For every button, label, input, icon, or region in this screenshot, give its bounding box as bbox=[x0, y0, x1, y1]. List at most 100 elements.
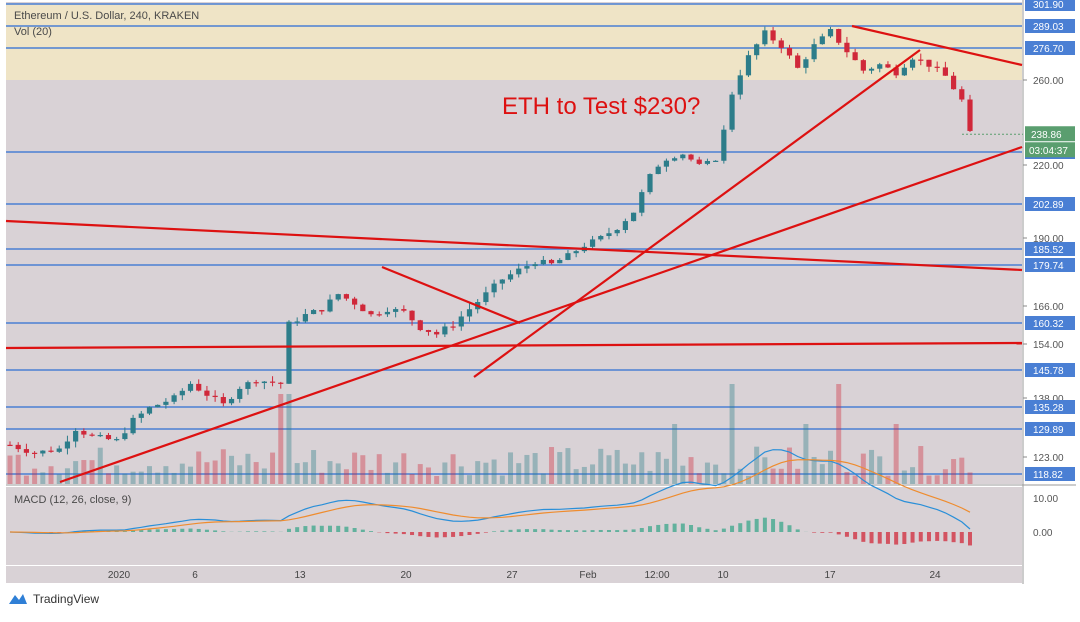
macd-histogram-bar bbox=[426, 532, 430, 537]
macd-histogram-bar bbox=[960, 532, 964, 543]
volume-bar bbox=[139, 472, 144, 484]
macd-histogram-bar bbox=[197, 529, 201, 532]
candle-body bbox=[853, 52, 858, 60]
macd-histogram-bar bbox=[746, 521, 750, 532]
candle-body bbox=[172, 395, 177, 401]
macd-histogram-bar bbox=[894, 532, 898, 545]
candle-body bbox=[590, 239, 595, 246]
macd-histogram-bar bbox=[878, 532, 882, 544]
candle-body bbox=[533, 264, 538, 266]
macd-histogram-bar bbox=[648, 526, 652, 532]
volume-bar bbox=[221, 449, 226, 484]
volume-bar bbox=[336, 463, 341, 484]
volume-bar bbox=[319, 473, 324, 484]
volume-bar bbox=[590, 464, 595, 484]
candle-body bbox=[16, 445, 21, 449]
candle-body bbox=[344, 294, 349, 299]
macd-histogram-bar bbox=[796, 529, 800, 532]
candle-body bbox=[606, 233, 611, 236]
candle-body bbox=[426, 330, 431, 332]
macd-histogram-bar bbox=[320, 526, 324, 532]
macd-histogram-bar bbox=[451, 532, 455, 537]
volume-bar bbox=[549, 447, 554, 484]
volume-bar bbox=[311, 450, 316, 484]
candle-body bbox=[918, 60, 923, 61]
volume-bar bbox=[106, 473, 111, 484]
volume-bar bbox=[541, 473, 546, 484]
volume-bar bbox=[467, 475, 472, 484]
candle-body bbox=[237, 389, 242, 399]
volume-bar bbox=[598, 449, 603, 484]
candle-body bbox=[828, 29, 833, 36]
candle-body bbox=[500, 280, 505, 284]
volume-bar bbox=[705, 463, 710, 484]
volume-bar bbox=[451, 454, 456, 484]
volume-bar bbox=[516, 463, 521, 484]
time-tick-label: Feb bbox=[579, 570, 597, 581]
level-badge-label: 145.78 bbox=[1033, 366, 1064, 377]
volume-bar bbox=[369, 470, 374, 484]
candle-body bbox=[163, 402, 168, 405]
candle-body bbox=[935, 67, 940, 68]
candle-body bbox=[434, 332, 439, 334]
volume-bar bbox=[426, 467, 431, 484]
volume-bar bbox=[254, 462, 259, 484]
level-badge-label: 135.28 bbox=[1033, 403, 1064, 414]
volume-bar bbox=[754, 447, 759, 484]
candle-body bbox=[869, 69, 874, 71]
macd-pane-background bbox=[6, 487, 1022, 565]
candle-body bbox=[688, 155, 693, 160]
candle-body bbox=[549, 260, 554, 263]
volume-bar bbox=[122, 474, 127, 484]
volume-bar bbox=[385, 473, 390, 484]
macd-histogram-bar bbox=[435, 532, 439, 537]
candle-body bbox=[820, 36, 825, 44]
volume-bar bbox=[943, 469, 948, 484]
volume-bar bbox=[894, 424, 899, 484]
macd-histogram-bar bbox=[328, 526, 332, 532]
volume-bar bbox=[483, 463, 488, 484]
candle-body bbox=[459, 316, 464, 326]
candle-body bbox=[721, 130, 726, 161]
macd-histogram-bar bbox=[911, 532, 915, 543]
volume-bar bbox=[114, 465, 119, 484]
macd-histogram-bar bbox=[697, 527, 701, 532]
candle-body bbox=[951, 76, 956, 89]
candle-body bbox=[73, 431, 78, 442]
macd-histogram-bar bbox=[943, 532, 947, 541]
level-badge-label: 276.70 bbox=[1033, 44, 1064, 55]
candle-body bbox=[656, 167, 661, 174]
macd-histogram-bar bbox=[771, 519, 775, 532]
macd-histogram-bar bbox=[336, 526, 340, 532]
candle-body bbox=[213, 396, 218, 397]
candle-body bbox=[943, 67, 948, 75]
candle-body bbox=[565, 253, 570, 260]
macd-histogram-bar bbox=[812, 532, 816, 533]
volume-bar bbox=[713, 465, 718, 484]
macd-histogram-bar bbox=[221, 531, 225, 532]
volume-bar bbox=[918, 446, 923, 484]
macd-histogram-bar bbox=[418, 532, 422, 536]
macd-histogram-bar bbox=[369, 531, 373, 532]
volume-bar bbox=[8, 456, 13, 484]
candle-body bbox=[770, 30, 775, 40]
volume-bar bbox=[393, 462, 398, 484]
macd-histogram-bar bbox=[164, 529, 168, 532]
volume-bar bbox=[951, 459, 956, 484]
volume-bar bbox=[328, 461, 333, 484]
volume-bar bbox=[434, 476, 439, 484]
macd-histogram-bar bbox=[189, 529, 193, 532]
macd-tick-label: 0.00 bbox=[1033, 528, 1053, 539]
tradingview-brand[interactable]: TradingView bbox=[8, 592, 99, 606]
candle-body bbox=[393, 309, 398, 312]
macd-histogram-bar bbox=[599, 530, 603, 532]
volume-bar bbox=[844, 472, 849, 484]
level-badge-label: 185.52 bbox=[1033, 245, 1064, 256]
candle-body bbox=[98, 435, 103, 436]
macd-histogram-bar bbox=[681, 524, 685, 532]
macd-histogram-bar bbox=[632, 529, 636, 532]
level-badge-label: 129.89 bbox=[1033, 425, 1064, 436]
macd-histogram-bar bbox=[689, 525, 693, 532]
